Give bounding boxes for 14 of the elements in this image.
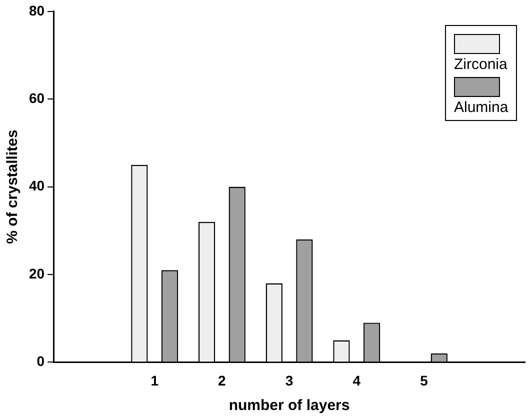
y-tick-label: 40 xyxy=(28,178,45,194)
y-axis-title: % of crystallites xyxy=(4,130,22,244)
legend-label: Alumina xyxy=(454,99,508,116)
y-tick-label: 20 xyxy=(28,265,45,282)
legend-label: Zirconia xyxy=(454,56,508,74)
x-tick-label: 1 xyxy=(150,372,159,388)
y-tick-label: 0 xyxy=(36,353,45,370)
y-tick-label: 60 xyxy=(28,90,45,106)
y-tick-label: 80 xyxy=(28,2,45,18)
x-axis-title: number of layers xyxy=(228,397,350,414)
x-tick-label: 3 xyxy=(285,372,294,388)
x-tick-label: 4 xyxy=(352,372,361,388)
x-tick-label: 2 xyxy=(218,372,226,388)
x-tick-label: 5 xyxy=(420,372,428,388)
